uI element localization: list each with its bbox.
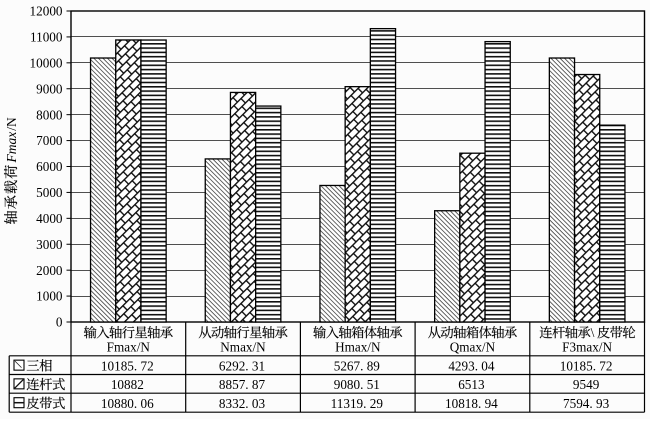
svg-text:\: \ xyxy=(591,325,595,340)
svg-text:8000: 8000 xyxy=(36,107,63,122)
svg-text:3000: 3000 xyxy=(36,237,63,252)
svg-text:10185. 72: 10185. 72 xyxy=(560,358,613,373)
svg-text:12000: 12000 xyxy=(30,4,63,19)
svg-text:10185. 72: 10185. 72 xyxy=(101,358,154,373)
svg-text:11000: 11000 xyxy=(30,30,63,45)
svg-text:Fmax/N: Fmax/N xyxy=(4,117,19,164)
svg-text:0: 0 xyxy=(56,315,63,330)
svg-text:5000: 5000 xyxy=(36,185,63,200)
svg-text:9549: 9549 xyxy=(573,377,600,392)
svg-text:8857. 87: 8857. 87 xyxy=(219,377,266,392)
svg-text:1000: 1000 xyxy=(36,289,63,304)
svg-text:10818. 94: 10818. 94 xyxy=(445,396,498,411)
svg-text:Hmax/N: Hmax/N xyxy=(335,339,381,354)
svg-text:9080. 51: 9080. 51 xyxy=(334,377,380,392)
svg-text:10882: 10882 xyxy=(111,377,144,392)
svg-text:4000: 4000 xyxy=(36,211,63,226)
svg-text:6292. 31: 6292. 31 xyxy=(219,358,265,373)
svg-text:7000: 7000 xyxy=(36,133,63,148)
svg-text:6000: 6000 xyxy=(36,159,63,174)
svg-text:Qmax/N: Qmax/N xyxy=(450,339,496,354)
svg-text:F3max/N: F3max/N xyxy=(562,339,612,354)
svg-text:4293. 04: 4293. 04 xyxy=(448,358,495,373)
svg-text:9000: 9000 xyxy=(36,81,63,96)
svg-text:6513: 6513 xyxy=(458,377,485,392)
svg-text:5267. 89: 5267. 89 xyxy=(334,358,381,373)
svg-text:10000: 10000 xyxy=(30,55,63,70)
svg-text:Fmax/N: Fmax/N xyxy=(107,339,151,354)
svg-text:10880. 06: 10880. 06 xyxy=(101,396,154,411)
svg-text:7594. 93: 7594. 93 xyxy=(563,396,610,411)
svg-text:8332. 03: 8332. 03 xyxy=(219,396,266,411)
svg-text:2000: 2000 xyxy=(36,263,63,278)
svg-text:Nmax/N: Nmax/N xyxy=(220,339,266,354)
svg-text:11319. 29: 11319. 29 xyxy=(331,396,384,411)
